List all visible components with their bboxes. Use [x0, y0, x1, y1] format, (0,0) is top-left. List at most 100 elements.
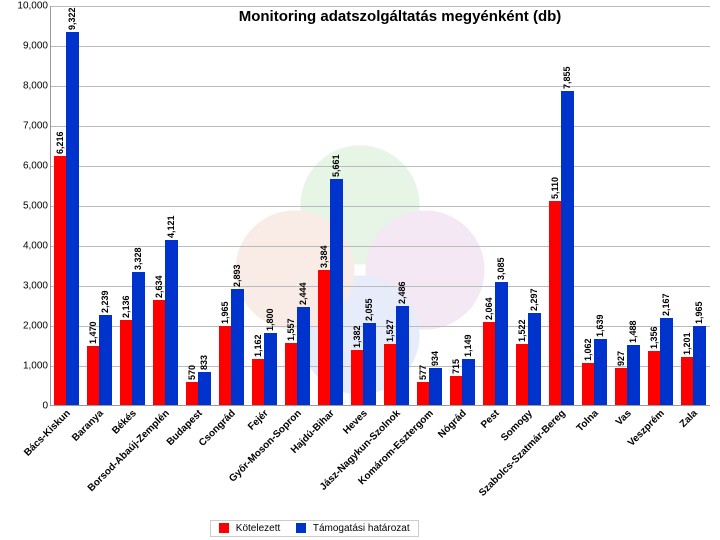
x-tick-label: Baranya: [70, 408, 106, 444]
y-tick-label: 9,000: [4, 41, 48, 52]
bar-tamogatasi: 2,297: [528, 313, 541, 405]
bar-value-label: 9,322: [67, 8, 77, 33]
y-tick-label: 7,000: [4, 121, 48, 132]
bar-value-label: 5,110: [550, 177, 560, 201]
bar-kotelezett: 1,470: [87, 346, 100, 405]
bar-kotelezett: 1,062: [582, 363, 595, 405]
legend-swatch-tamogatasi: [296, 523, 306, 533]
bar-value-label: 5,661: [331, 154, 341, 179]
bar-value-label: 570: [187, 365, 197, 382]
plot-area: 6,2169,3221,4702,2392,1363,3282,6344,121…: [50, 6, 710, 406]
bar-kotelezett: 1,201: [681, 357, 694, 405]
bar-value-label: 1,382: [352, 325, 362, 350]
bar-kotelezett: 1,382: [351, 350, 364, 405]
bar-kotelezett: 5,110: [549, 201, 562, 405]
bar-kotelezett: 570: [186, 382, 199, 405]
bar-kotelezett: 927: [615, 368, 628, 405]
bar-kotelezett: 1,356: [648, 351, 661, 405]
bar-tamogatasi: 1,800: [264, 333, 277, 405]
bar-value-label: 1,639: [595, 315, 605, 340]
legend: Kötelezett Támogatási határozat: [210, 520, 419, 537]
chart-container: Monitoring adatszolgáltatás megyénként (…: [0, 0, 720, 540]
y-tick-label: 8,000: [4, 81, 48, 92]
bar-kotelezett: 3,384: [318, 270, 331, 405]
legend-label-kotelezett: Kötelezett: [236, 523, 280, 534]
x-tick-label: Vas: [614, 408, 634, 428]
bar-value-label: 3,384: [319, 245, 329, 270]
bar-value-label: 1,965: [220, 302, 230, 327]
bar-value-label: 2,486: [397, 281, 407, 306]
bar-value-label: 1,162: [253, 334, 263, 359]
bar-value-label: 1,965: [694, 302, 704, 327]
bar-tamogatasi: 5,661: [330, 179, 343, 405]
bar-value-label: 2,064: [484, 298, 494, 323]
bar-value-label: 2,297: [529, 289, 539, 314]
bar-value-label: 1,356: [649, 326, 659, 351]
bar-value-label: 2,055: [364, 298, 374, 323]
bar-value-label: 1,557: [286, 318, 296, 343]
bar-kotelezett: 1,522: [516, 344, 529, 405]
x-tick-label: Nógrád: [436, 408, 469, 441]
bar-value-label: 1,527: [385, 319, 395, 344]
bar-tamogatasi: 2,167: [660, 318, 673, 405]
bar-tamogatasi: 4,121: [165, 240, 178, 405]
legend-item-tamogatasi: Támogatási határozat: [296, 523, 409, 534]
bar-kotelezett: 2,136: [120, 320, 133, 405]
bar-kotelezett: 577: [417, 382, 430, 405]
bar-value-label: 577: [418, 365, 428, 382]
bar-kotelezett: 2,634: [153, 300, 166, 405]
bar-tamogatasi: 934: [429, 368, 442, 405]
y-tick-label: 2,000: [4, 321, 48, 332]
bar-value-label: 2,136: [121, 295, 131, 320]
bar-tamogatasi: 833: [198, 372, 211, 405]
bar-tamogatasi: 2,055: [363, 323, 376, 405]
bar-value-label: 2,239: [100, 291, 110, 316]
bar-value-label: 1,201: [682, 332, 692, 357]
bar-tamogatasi: 1,149: [462, 359, 475, 405]
x-tick-label: Tolna: [575, 408, 601, 434]
bar-tamogatasi: 2,444: [297, 307, 310, 405]
bar-value-label: 2,634: [154, 275, 164, 300]
bar-kotelezett: 6,216: [54, 156, 67, 405]
x-tick-label: Békés: [110, 408, 139, 437]
bar-tamogatasi: 1,639: [594, 339, 607, 405]
bar-kotelezett: 2,064: [483, 322, 496, 405]
bar-kotelezett: 715: [450, 376, 463, 405]
bar-value-label: 1,800: [265, 308, 275, 333]
bar-tamogatasi: 3,085: [495, 282, 508, 405]
bar-value-label: 7,855: [562, 66, 572, 91]
legend-swatch-kotelezett: [219, 523, 229, 533]
bar-tamogatasi: 7,855: [561, 91, 574, 405]
y-tick-label: 10,000: [4, 1, 48, 12]
y-tick-label: 0: [4, 401, 48, 412]
y-tick-label: 6,000: [4, 161, 48, 172]
bar-value-label: 3,328: [133, 247, 143, 272]
bar-value-label: 1,488: [628, 321, 638, 346]
bar-value-label: 1,062: [583, 338, 593, 363]
bar-tamogatasi: 1,965: [693, 326, 706, 405]
bar-value-label: 934: [430, 351, 440, 368]
bar-value-label: 1,149: [463, 335, 473, 360]
bar-kotelezett: 1,162: [252, 359, 265, 405]
x-tick-label: Heves: [341, 408, 370, 437]
x-tick-label: Zala: [678, 408, 700, 430]
bar-kotelezett: 1,557: [285, 343, 298, 405]
bar-kotelezett: 1,527: [384, 344, 397, 405]
bar-tamogatasi: 2,486: [396, 306, 409, 405]
y-tick-label: 3,000: [4, 281, 48, 292]
bar-value-label: 715: [451, 359, 461, 376]
bar-tamogatasi: 2,239: [99, 315, 112, 405]
bar-value-label: 4,121: [166, 216, 176, 241]
bar-value-label: 1,522: [517, 320, 527, 345]
bar-tamogatasi: 1,488: [627, 345, 640, 405]
bar-value-label: 2,167: [661, 294, 671, 319]
y-tick-label: 5,000: [4, 201, 48, 212]
bar-value-label: 1,470: [88, 322, 98, 347]
bar-value-label: 927: [616, 351, 626, 368]
bar-value-label: 3,085: [496, 257, 506, 282]
legend-label-tamogatasi: Támogatási határozat: [313, 523, 410, 534]
x-tick-label: Pest: [479, 408, 502, 431]
bar-value-label: 6,216: [55, 132, 65, 157]
x-tick-label: Bács-Kiskun: [22, 408, 73, 459]
x-tick-label: Fejér: [246, 408, 271, 433]
